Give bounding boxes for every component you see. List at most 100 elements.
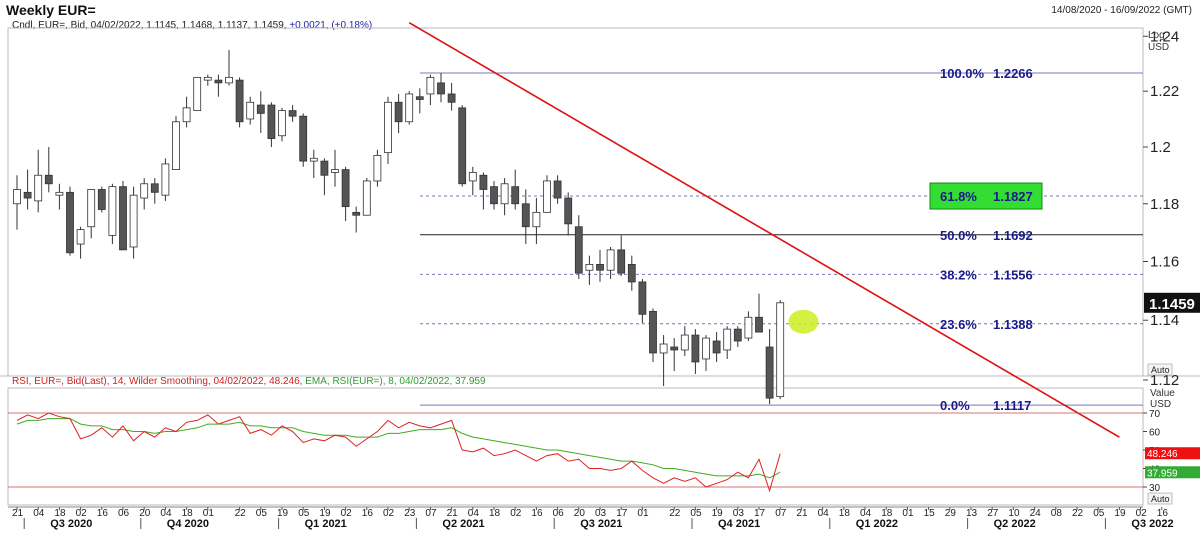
candle-body <box>617 249 626 274</box>
candle-body <box>733 328 742 342</box>
x-quarter-label: Q2 2021 <box>442 518 484 530</box>
x-tick-label: 18 <box>881 508 893 519</box>
x-tick-label: 23 <box>404 508 416 519</box>
candle-body <box>543 180 551 213</box>
x-tick-label: 04 <box>468 508 480 519</box>
candle-body <box>532 211 541 228</box>
candle-body <box>256 104 265 114</box>
candle-body <box>585 264 594 271</box>
x-tick-label: 20 <box>139 508 151 519</box>
candle-body <box>649 310 657 354</box>
candle-body <box>680 334 689 351</box>
candle-body <box>468 172 477 182</box>
candle-body <box>182 107 191 123</box>
auto-scale-button-price[interactable]: Auto <box>1147 363 1173 376</box>
x-quarter-label: Q3 2020 <box>50 518 92 530</box>
fib-value-label: 1.1692 <box>993 228 1033 243</box>
candle-body <box>172 121 180 170</box>
x-tick-label: 17 <box>616 508 628 519</box>
candle-body <box>447 93 456 103</box>
rsi-value-badge <box>1145 447 1200 460</box>
x-tick-label: 21 <box>447 508 459 519</box>
price-change: +0.0021, (+0.18%) <box>289 20 373 31</box>
x-tick-label: 07 <box>775 508 787 519</box>
fib-pct-label: 23.6% <box>940 317 977 332</box>
ema-value-badge <box>1145 466 1200 479</box>
x-tick-label: 05 <box>690 508 702 519</box>
fib-pct-label: 100.0% <box>940 66 985 81</box>
candle-body <box>161 163 170 196</box>
rsi-legend: RSI, EUR=, Bid(Last), 14, Wilder Smoothi… <box>12 376 486 387</box>
price-tick-label: 1.14 <box>1150 312 1179 329</box>
rsi-axis-unit-usd: USD <box>1150 399 1171 410</box>
candle-body <box>426 76 435 95</box>
fib-value-label: 1.2266 <box>993 66 1033 81</box>
chart-frame <box>0 27 1200 508</box>
x-tick-label: 29 <box>945 508 957 519</box>
x-quarter-label: Q3 2022 <box>1131 518 1173 530</box>
candle-body <box>44 174 53 185</box>
rsi-tick-label: 70 <box>1149 409 1161 420</box>
x-tick-label: 18 <box>182 508 194 519</box>
candle-body <box>97 189 106 210</box>
chart-title: Weekly EUR= <box>6 2 96 18</box>
candle-body <box>627 264 636 283</box>
candle-body <box>119 186 127 251</box>
candle-body <box>362 180 371 216</box>
candle-body <box>415 96 424 100</box>
candle-body <box>521 203 530 228</box>
candle-body <box>394 101 403 123</box>
candle-body <box>744 316 753 339</box>
x-tick-label: 06 <box>553 508 565 519</box>
x-tick-label: 04 <box>33 508 45 519</box>
rsi-tick-label: 60 <box>1149 428 1161 439</box>
price-tick-label: 1.2 <box>1150 139 1171 156</box>
candle-body <box>765 346 774 399</box>
candle-body <box>723 328 732 351</box>
downtrend-line <box>408 21 1120 438</box>
x-tick-label: 02 <box>341 508 353 519</box>
price-tick-label: 1.16 <box>1150 253 1179 270</box>
price-axis-unit-log: Log <box>1148 30 1165 41</box>
candle-body <box>458 107 467 185</box>
x-quarter-label: Q3 2021 <box>580 518 622 530</box>
ema-legend-text: EMA, RSI(EUR=), 8, 04/02/2022, 37.959 <box>305 376 486 387</box>
fib-value-label: 1.1388 <box>993 317 1033 332</box>
x-tick-label: 05 <box>256 508 268 519</box>
breakout-highlight-circle <box>788 309 819 334</box>
x-tick-label: 21 <box>12 508 24 519</box>
candle-body <box>129 194 138 248</box>
price-tick-label: 1.22 <box>1150 83 1179 100</box>
candle-body <box>13 189 21 205</box>
candle-body <box>235 79 244 123</box>
candle-body <box>553 180 562 199</box>
auto-scale-button-rsi[interactable]: Auto <box>1147 492 1173 505</box>
x-tick-label: 04 <box>860 508 872 519</box>
candle-body <box>214 79 223 84</box>
x-tick-label: 03 <box>733 508 745 519</box>
x-tick-label: 05 <box>1093 508 1105 519</box>
candle-body <box>405 93 414 123</box>
candle-body <box>638 281 647 315</box>
x-tick-label: 01 <box>637 508 649 519</box>
x-tick-label: 02 <box>76 508 88 519</box>
candle-body <box>755 316 763 333</box>
x-tick-label: 18 <box>54 508 66 519</box>
fib-pct-label: 61.8% <box>940 189 977 204</box>
x-tick-label: 24 <box>1030 508 1042 519</box>
candle-body <box>140 183 149 199</box>
candle-body <box>702 337 710 360</box>
fib-pct-label: 0.0% <box>940 398 970 413</box>
rsi-panel-border <box>7 387 1144 506</box>
last-price-label: 1.1459 <box>1149 296 1195 313</box>
candle-body <box>66 191 74 254</box>
rsi-legend-text: RSI, EUR=, Bid(Last), 14, Wilder Smoothi… <box>12 376 303 387</box>
candle-body <box>288 110 297 117</box>
fib-pct-label: 50.0% <box>940 228 977 243</box>
fib-value-label: 1.1117 <box>993 398 1031 413</box>
x-tick-label: 16 <box>1157 508 1169 519</box>
candle-body <box>691 334 700 363</box>
candle-body <box>384 101 392 154</box>
price-tick-label: 1.24 <box>1150 28 1179 45</box>
